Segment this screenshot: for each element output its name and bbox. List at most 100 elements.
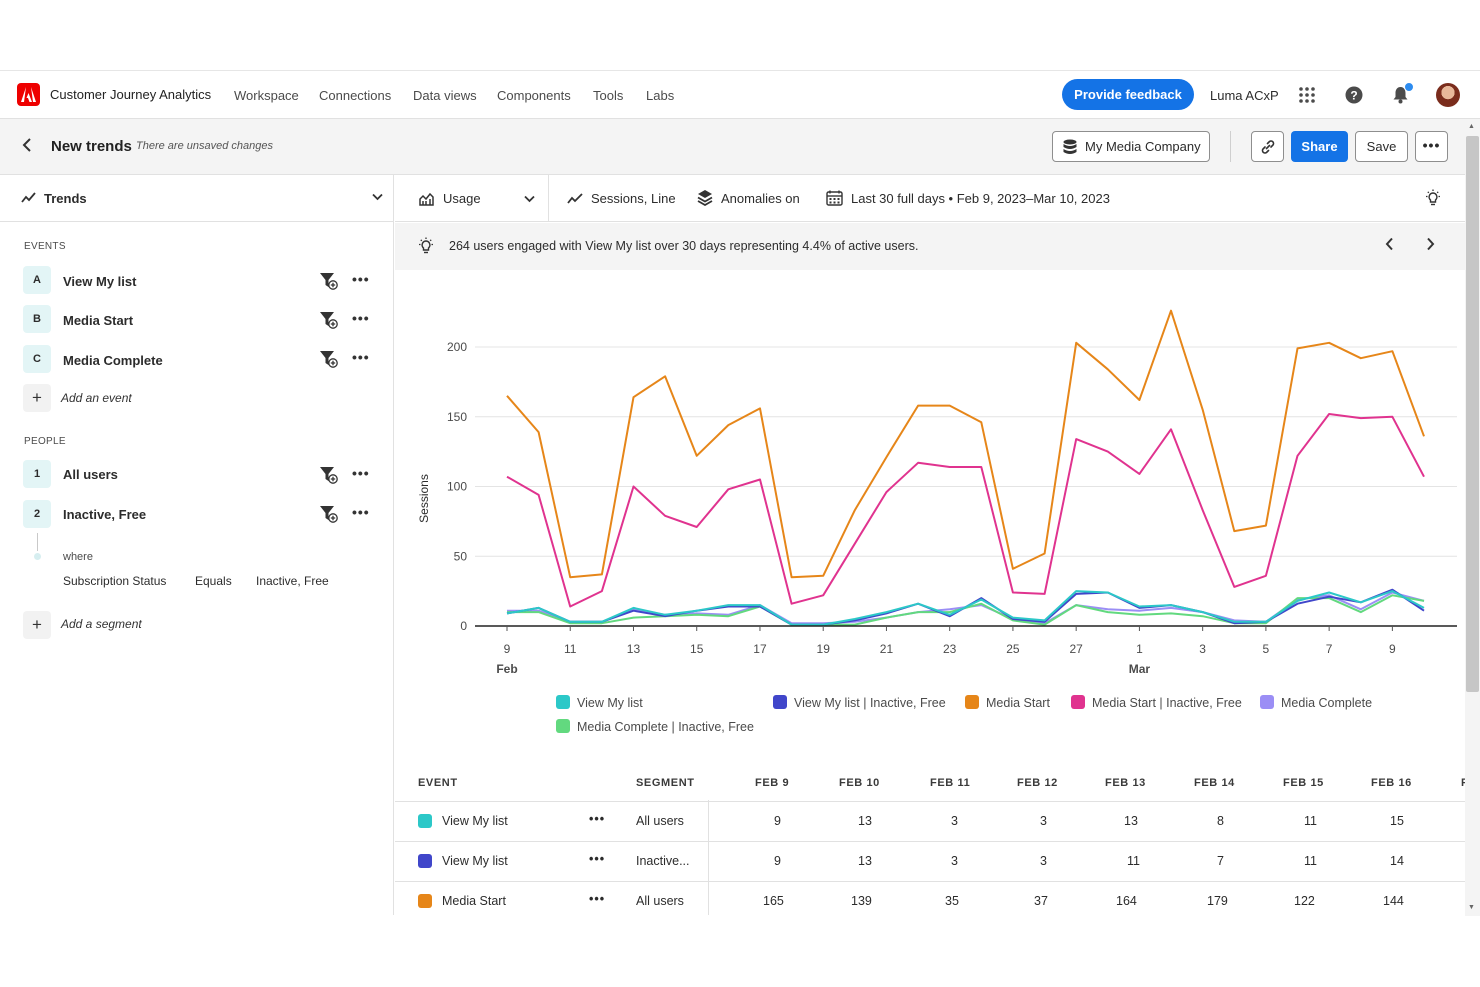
add-segment-button[interactable]: + bbox=[23, 611, 51, 639]
legend-item[interactable]: View My list | Inactive, Free bbox=[773, 695, 946, 710]
event-more-menu[interactable]: ••• bbox=[352, 271, 370, 287]
table-row[interactable]: Media Start ••• All users 165 139 35 37 … bbox=[395, 881, 1465, 915]
table-row[interactable]: View My list ••• All users 9 13 3 3 13 8… bbox=[395, 801, 1465, 841]
add-segment-label[interactable]: Add a segment bbox=[61, 617, 142, 631]
event-label[interactable]: View My list bbox=[63, 274, 137, 289]
condition-value[interactable]: Inactive, Free bbox=[256, 574, 329, 588]
x-tick-label: 23 bbox=[943, 642, 957, 656]
segment-label[interactable]: All users bbox=[63, 467, 118, 482]
column-header-day[interactable]: FEB 9 bbox=[755, 777, 790, 789]
nav-connections[interactable]: Connections bbox=[319, 88, 392, 103]
app-name[interactable]: Customer Journey Analytics bbox=[50, 87, 212, 102]
more-actions-button[interactable]: ••• bbox=[1415, 131, 1448, 162]
add-filter-icon[interactable] bbox=[319, 466, 339, 487]
row-value: 11 bbox=[1304, 814, 1317, 828]
y-axis-label: Sessions bbox=[417, 474, 431, 523]
row-value: 3 bbox=[1040, 854, 1047, 868]
layers-icon bbox=[697, 190, 713, 206]
insight-banner: 264 users engaged with View My list over… bbox=[395, 223, 1465, 270]
column-header-event[interactable]: EVENT bbox=[418, 777, 458, 789]
chevron-down-icon[interactable] bbox=[524, 195, 535, 203]
row-value: 13 bbox=[1124, 814, 1138, 828]
visualization-type-selector[interactable]: Trends bbox=[0, 175, 394, 222]
event-label[interactable]: Media Start bbox=[63, 313, 134, 328]
usage-selector[interactable]: Usage bbox=[443, 191, 481, 206]
condition-connector bbox=[37, 533, 38, 551]
column-header-day[interactable]: FEB 13 bbox=[1105, 777, 1146, 789]
back-chevron-icon[interactable] bbox=[22, 138, 32, 157]
where-label: where bbox=[63, 551, 93, 563]
nav-workspace[interactable]: Workspace bbox=[234, 88, 299, 103]
copy-link-button[interactable] bbox=[1251, 131, 1284, 162]
legend-item[interactable]: View My list bbox=[556, 695, 643, 710]
segment-label[interactable]: Inactive, Free bbox=[63, 507, 147, 522]
x-tick-label: 13 bbox=[627, 642, 641, 656]
date-range-selector[interactable]: Last 30 full days • Feb 9, 2023–Mar 10, … bbox=[851, 191, 1110, 206]
adobe-logo-icon[interactable] bbox=[17, 83, 40, 106]
nav-tools[interactable]: Tools bbox=[593, 88, 624, 103]
column-header-day[interactable]: FEB 11 bbox=[930, 777, 971, 789]
visualization-type-label: Trends bbox=[44, 191, 87, 206]
row-more-menu[interactable]: ••• bbox=[589, 812, 606, 826]
scroll-up-arrow-icon[interactable]: ▲ bbox=[1468, 123, 1475, 130]
nav-labs[interactable]: Labs bbox=[646, 88, 675, 103]
company-selector[interactable]: My Media Company bbox=[1052, 131, 1210, 162]
column-header-day[interactable]: FEB 12 bbox=[1017, 777, 1058, 789]
help-icon[interactable]: ? bbox=[1345, 86, 1363, 107]
row-more-menu[interactable]: ••• bbox=[589, 852, 606, 866]
row-value: 13 bbox=[858, 854, 872, 868]
table-row[interactable]: View My list ••• Inactive... 9 13 3 3 11… bbox=[395, 841, 1465, 881]
event-more-menu[interactable]: ••• bbox=[352, 349, 370, 365]
row-value: 179 bbox=[1207, 894, 1228, 908]
user-avatar[interactable] bbox=[1436, 83, 1460, 107]
event-label[interactable]: Media Complete bbox=[63, 353, 163, 368]
notifications-bell-icon[interactable] bbox=[1392, 86, 1409, 107]
org-switcher[interactable]: Luma ACxP bbox=[1210, 88, 1279, 103]
save-button[interactable]: Save bbox=[1355, 131, 1408, 162]
segment-more-menu[interactable]: ••• bbox=[352, 504, 370, 520]
next-insight-chevron-icon[interactable] bbox=[1426, 237, 1435, 255]
previous-insight-chevron-icon[interactable] bbox=[1385, 237, 1394, 255]
anomalies-toggle[interactable]: Anomalies on bbox=[721, 191, 800, 206]
add-filter-icon[interactable] bbox=[319, 350, 339, 371]
scroll-down-arrow-icon[interactable]: ▼ bbox=[1468, 904, 1475, 911]
column-header-day[interactable]: FEB 14 bbox=[1194, 777, 1235, 789]
event-more-menu[interactable]: ••• bbox=[352, 310, 370, 326]
add-filter-icon[interactable] bbox=[319, 311, 339, 332]
legend-swatch bbox=[556, 695, 570, 709]
add-filter-icon[interactable] bbox=[319, 272, 339, 293]
segment-more-menu[interactable]: ••• bbox=[352, 465, 370, 481]
series-swatch bbox=[418, 854, 432, 868]
column-header-day[interactable]: FEB 15 bbox=[1283, 777, 1324, 789]
x-tick-label: 11 bbox=[564, 642, 577, 656]
metric-selector[interactable]: Sessions, Line bbox=[591, 191, 676, 206]
legend-label: View My list bbox=[577, 696, 643, 710]
provide-feedback-button[interactable]: Provide feedback bbox=[1062, 79, 1194, 110]
page-scrollbar-thumb[interactable] bbox=[1466, 136, 1479, 692]
add-filter-icon[interactable] bbox=[319, 505, 339, 526]
lightbulb-icon[interactable] bbox=[1424, 189, 1442, 207]
legend-item[interactable]: Media Start bbox=[965, 695, 1050, 710]
legend-swatch bbox=[1071, 695, 1085, 709]
add-event-button[interactable]: + bbox=[23, 384, 51, 412]
apps-grid-icon[interactable] bbox=[1298, 86, 1316, 107]
column-header-segment[interactable]: SEGMENT bbox=[636, 777, 695, 789]
x-tick-month-label: Mar bbox=[1129, 662, 1151, 676]
project-title[interactable]: New trends bbox=[51, 138, 132, 155]
series-line bbox=[506, 309, 1425, 579]
legend-item[interactable]: Media Start | Inactive, Free bbox=[1071, 695, 1242, 710]
nav-components[interactable]: Components bbox=[497, 88, 571, 103]
legend-item[interactable]: Media Complete bbox=[1260, 695, 1372, 710]
y-tick-label: 50 bbox=[454, 549, 468, 563]
share-button[interactable]: Share bbox=[1291, 131, 1348, 162]
row-more-menu[interactable]: ••• bbox=[589, 892, 606, 906]
column-header-day[interactable]: FEB 10 bbox=[839, 777, 880, 789]
nav-data-views[interactable]: Data views bbox=[413, 88, 477, 103]
condition-operator[interactable]: Equals bbox=[195, 574, 232, 588]
condition-field[interactable]: Subscription Status bbox=[63, 574, 167, 588]
link-icon bbox=[1261, 140, 1275, 154]
add-event-label[interactable]: Add an event bbox=[61, 391, 132, 405]
legend-item[interactable]: Media Complete | Inactive, Free bbox=[556, 719, 754, 734]
row-value: 7 bbox=[1217, 854, 1224, 868]
column-header-day[interactable]: FEB 16 bbox=[1371, 777, 1412, 789]
